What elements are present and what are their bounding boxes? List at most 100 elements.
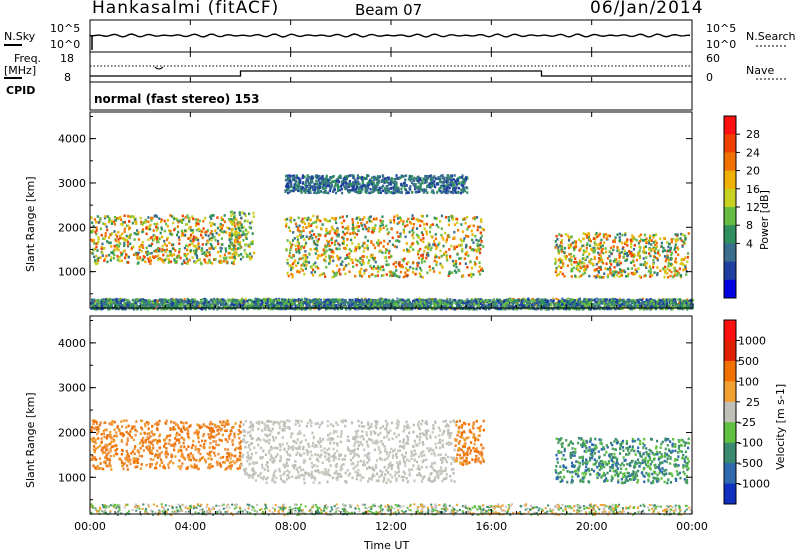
echo-point [147, 220, 150, 224]
echo-point [170, 298, 174, 301]
echo-point [189, 249, 193, 252]
echo-point [334, 191, 338, 195]
echo-point [127, 255, 131, 259]
echo-point [663, 255, 667, 258]
echo-point [426, 175, 429, 178]
echo-point [204, 252, 207, 256]
echo-point [589, 262, 592, 265]
echo-point [291, 275, 294, 279]
echo-point [381, 174, 384, 177]
echo-point [582, 253, 585, 257]
echo-point [588, 252, 591, 256]
echo-point [568, 253, 571, 256]
echo-point [660, 241, 663, 245]
echo-point [586, 264, 589, 268]
echo-point [597, 234, 600, 237]
echo-point [336, 227, 339, 230]
echo-point [329, 229, 332, 233]
echo-point [203, 251, 206, 254]
echo-point [574, 241, 577, 244]
echo-point [631, 234, 634, 238]
echo-point [162, 253, 165, 257]
echo-point [667, 261, 670, 265]
echo-point [301, 235, 305, 238]
echo-point [670, 257, 673, 260]
echo-point [301, 217, 304, 221]
echo-point [448, 300, 452, 304]
echo-point [106, 260, 109, 264]
noise-point [552, 297, 555, 300]
echo-point [293, 184, 296, 188]
echo-point [242, 225, 245, 229]
echo-point [347, 189, 350, 192]
echo-point [364, 189, 368, 192]
echo-point [166, 224, 169, 228]
noise-point [297, 300, 300, 303]
echo-point [248, 243, 251, 246]
echo-point [447, 219, 451, 222]
echo-point [575, 264, 579, 268]
echo-point [378, 176, 381, 179]
echo-point [503, 304, 506, 308]
echo-point [369, 187, 372, 191]
echo-point [317, 188, 320, 192]
echo-point [658, 253, 661, 257]
echo-point [332, 251, 335, 255]
echo-point [286, 239, 289, 242]
echo-point [206, 229, 210, 232]
echo-point [104, 234, 107, 238]
echo-point [191, 229, 194, 232]
echo-point [205, 249, 209, 252]
echo-point [581, 244, 584, 248]
echo-point [449, 272, 452, 275]
echo-point [399, 235, 402, 238]
echo-point [398, 221, 401, 224]
echo-point [420, 268, 423, 272]
echo-point [377, 188, 380, 192]
echo-point [227, 251, 230, 255]
echo-point [345, 264, 348, 267]
echo-point [129, 242, 132, 246]
echo-point [195, 228, 198, 232]
echo-point [424, 188, 427, 192]
echo-point [230, 232, 233, 236]
echo-point [654, 233, 658, 236]
noise-point [575, 298, 578, 301]
echo-point [181, 231, 184, 235]
echo-point [301, 269, 304, 272]
echo-point [444, 190, 447, 194]
echo-point [381, 274, 384, 277]
echo-point [477, 239, 480, 243]
echo-point [341, 236, 344, 239]
echo-point [478, 272, 482, 276]
echo-point [432, 191, 435, 195]
echo-point [173, 217, 176, 221]
echo-point [137, 238, 141, 241]
echo-point [216, 250, 220, 254]
echo-point [359, 218, 362, 221]
echo-point [237, 247, 240, 250]
echo-point [156, 226, 159, 230]
echo-point [133, 231, 136, 235]
echo-point [664, 259, 667, 263]
echo-point [630, 245, 633, 249]
echo-point [97, 236, 100, 239]
echo-point [113, 244, 116, 248]
echo-point [337, 235, 340, 238]
echo-point [303, 175, 306, 179]
echo-point [451, 217, 455, 221]
nsearch-tick-bottom: 10^0 [706, 38, 737, 51]
echo-point [402, 228, 405, 232]
echo-point [455, 186, 458, 189]
echo-point [417, 175, 420, 179]
echo-point [425, 230, 428, 233]
echo-point [181, 214, 184, 218]
echo-point [337, 176, 340, 180]
echo-point [453, 269, 457, 273]
echo-point [583, 262, 586, 265]
nave-tick-top: 60 [706, 52, 720, 65]
echo-point [215, 231, 218, 235]
echo-point [659, 269, 662, 273]
echo-point [599, 246, 603, 249]
echo-point [384, 256, 388, 259]
